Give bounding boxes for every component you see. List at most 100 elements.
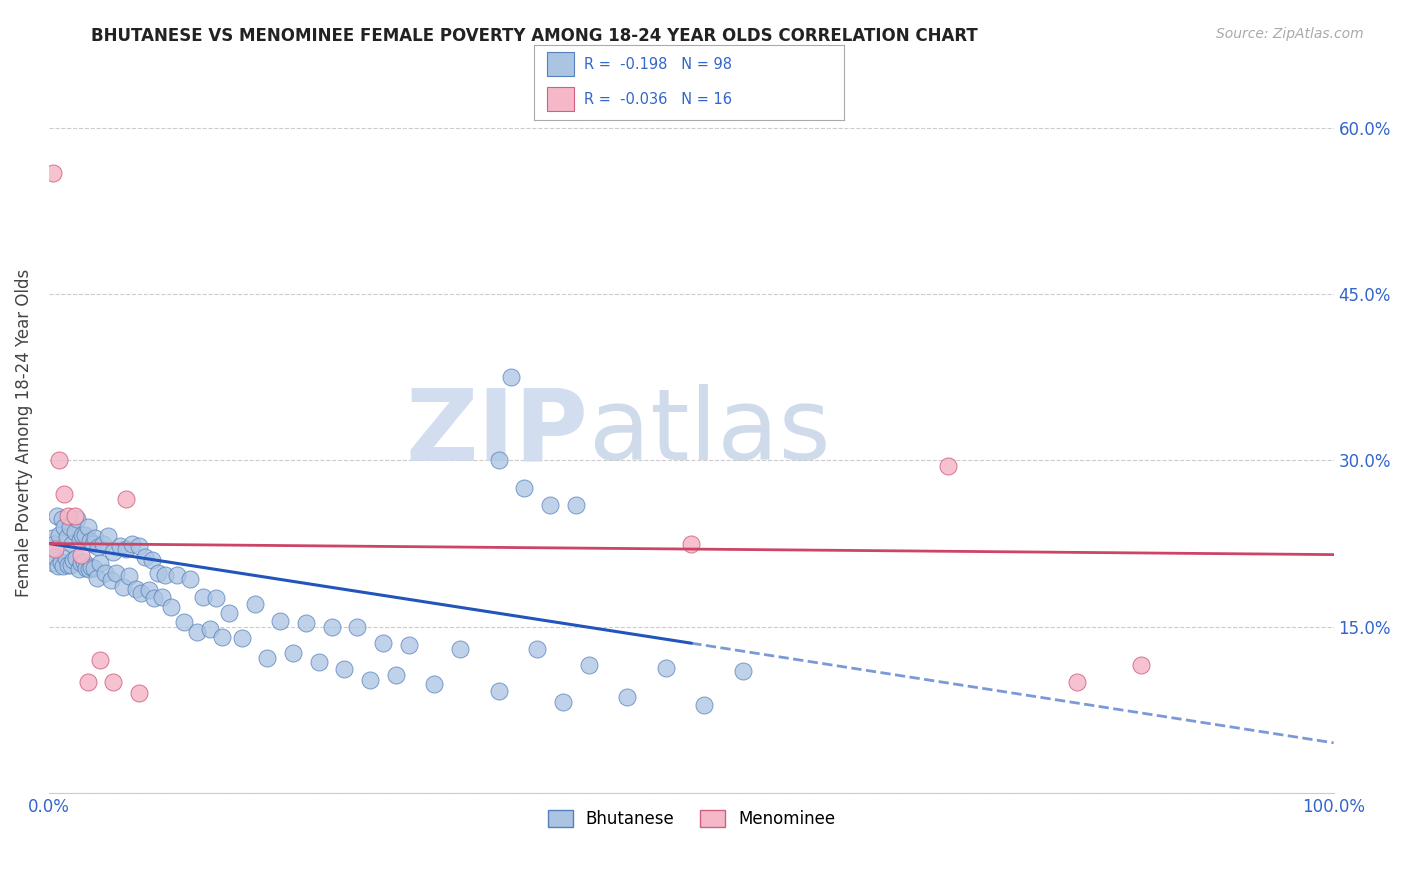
Point: [173, 615, 195, 629]
Point: [72, 527, 94, 541]
Point: [143, 591, 166, 605]
Point: [681, 536, 703, 550]
Point: [295, 616, 318, 631]
Point: [58, 558, 80, 572]
Point: [654, 660, 676, 674]
Point: [73, 527, 96, 541]
Point: [108, 539, 131, 553]
Point: [131, 586, 153, 600]
Point: [371, 636, 394, 650]
Point: [501, 370, 523, 384]
Point: [83, 561, 105, 575]
Point: [186, 625, 208, 640]
Point: [191, 590, 214, 604]
Point: [398, 639, 420, 653]
Point: [84, 531, 107, 545]
Point: [308, 655, 330, 669]
Point: [166, 567, 188, 582]
Point: [1066, 675, 1088, 690]
Point: [112, 580, 135, 594]
Point: [488, 453, 510, 467]
Point: [100, 573, 122, 587]
Point: [121, 536, 143, 550]
Point: [578, 658, 600, 673]
Point: [936, 458, 959, 473]
Point: [77, 562, 100, 576]
Point: [55, 550, 77, 565]
Point: [115, 492, 138, 507]
Point: [150, 590, 173, 604]
Point: [75, 561, 97, 575]
Bar: [547, 52, 575, 77]
Legend: Bhutanese, Menominee: Bhutanese, Menominee: [541, 803, 842, 835]
Point: [346, 619, 368, 633]
Text: BHUTANESE VS MENOMINEE FEMALE POVERTY AMONG 18-24 YEAR OLDS CORRELATION CHART: BHUTANESE VS MENOMINEE FEMALE POVERTY AM…: [91, 27, 979, 45]
Point: [128, 686, 150, 700]
Point: [42, 166, 65, 180]
Point: [58, 520, 80, 534]
Y-axis label: Female Poverty Among 18-24 Year Olds: Female Poverty Among 18-24 Year Olds: [15, 268, 32, 597]
Point: [526, 641, 548, 656]
Point: [179, 572, 201, 586]
Point: [56, 530, 79, 544]
Point: [551, 695, 574, 709]
Point: [53, 520, 76, 534]
Point: [76, 520, 98, 534]
Point: [42, 557, 65, 571]
Point: [731, 664, 754, 678]
Point: [153, 567, 176, 582]
Point: [80, 559, 103, 574]
Point: [359, 673, 381, 687]
Point: [1129, 658, 1152, 673]
Point: [103, 545, 125, 559]
Point: [67, 562, 90, 576]
Point: [269, 614, 291, 628]
Point: [89, 557, 111, 571]
Point: [333, 662, 356, 676]
Point: [449, 641, 471, 656]
Point: [243, 598, 266, 612]
Point: [134, 549, 156, 564]
Point: [41, 531, 63, 545]
Point: [63, 525, 86, 540]
Point: [198, 622, 221, 636]
Point: [45, 508, 67, 523]
Point: [138, 582, 160, 597]
Point: [63, 508, 86, 523]
Point: [59, 558, 82, 572]
Point: [97, 529, 120, 543]
Point: [69, 533, 91, 548]
Point: [46, 558, 69, 573]
Point: [385, 668, 408, 682]
Point: [42, 536, 65, 550]
Point: [70, 557, 93, 571]
Point: [146, 566, 169, 581]
Point: [488, 683, 510, 698]
Point: [616, 690, 638, 705]
Point: [211, 630, 233, 644]
Text: R =  -0.198   N = 98: R = -0.198 N = 98: [583, 57, 731, 72]
Point: [86, 571, 108, 585]
Point: [79, 534, 101, 549]
Point: [53, 486, 76, 500]
Point: [281, 646, 304, 660]
Point: [65, 550, 87, 565]
Point: [89, 653, 111, 667]
Point: [321, 619, 343, 633]
Point: [73, 555, 96, 569]
Point: [218, 607, 240, 621]
Point: [70, 548, 93, 562]
Bar: [547, 87, 575, 112]
Point: [231, 631, 253, 645]
Point: [82, 536, 104, 550]
Point: [58, 508, 80, 523]
Point: [538, 498, 561, 512]
Point: [51, 512, 73, 526]
Point: [128, 539, 150, 553]
Point: [205, 591, 228, 605]
Point: [513, 481, 536, 495]
Point: [423, 677, 446, 691]
Point: [94, 566, 117, 581]
Point: [125, 582, 148, 596]
Text: ZIP: ZIP: [406, 384, 589, 482]
